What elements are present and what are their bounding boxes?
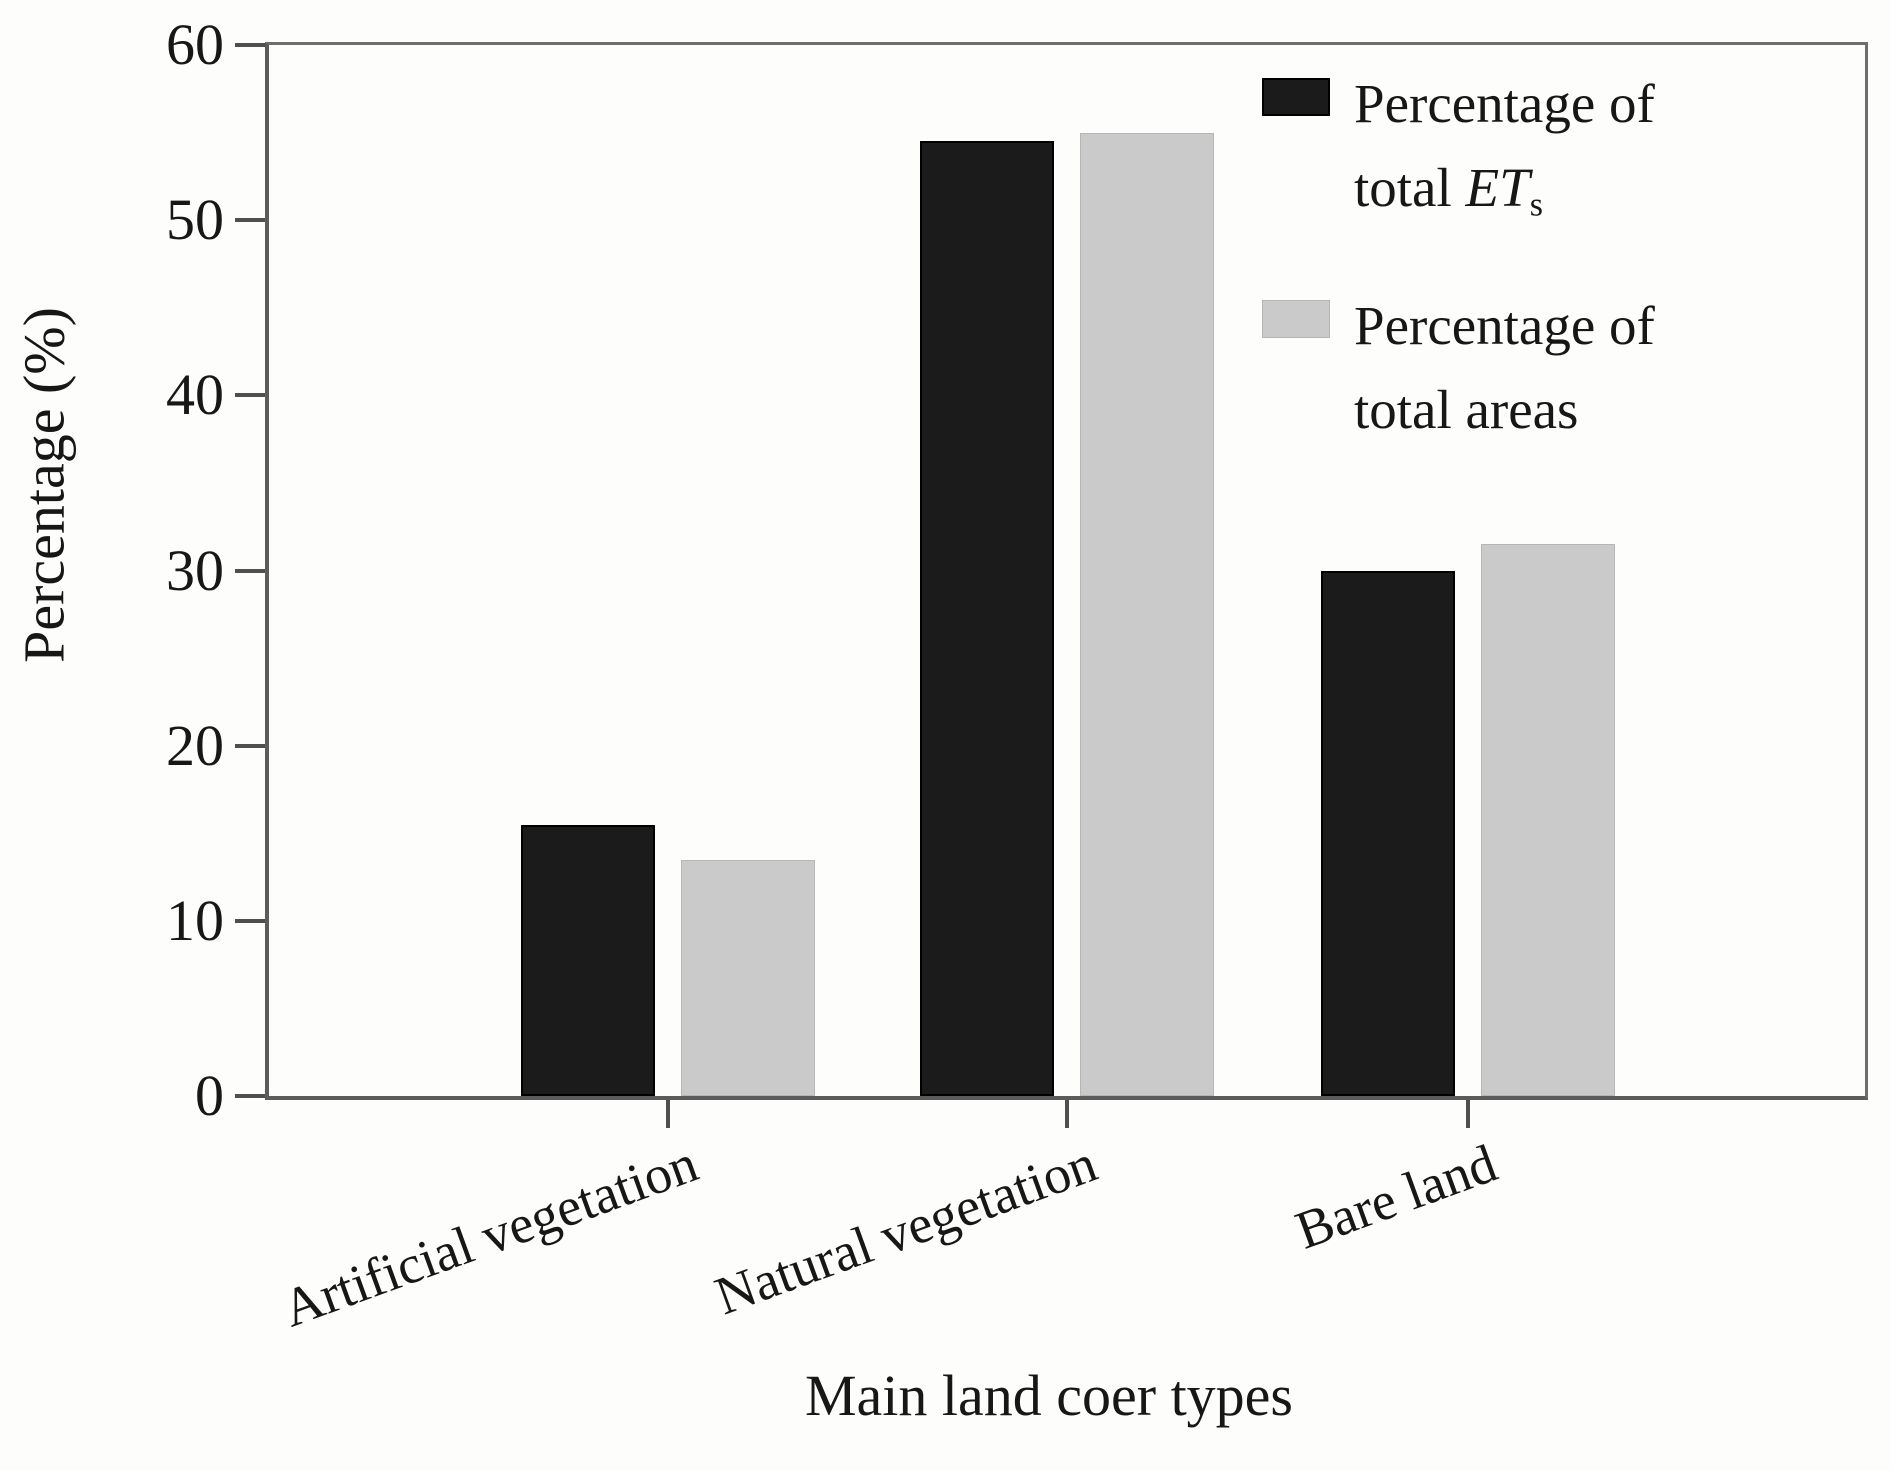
legend-label-areas: Percentage of total areas — [1354, 284, 1655, 470]
bar-areas-1 — [681, 859, 815, 1096]
legend-label-areas-line2: total areas — [1354, 378, 1579, 440]
bar-areas-2 — [1080, 132, 1214, 1096]
x-axis-title: Main land coer types — [804, 1363, 1293, 1428]
x-tick-mark-3 — [1465, 1100, 1470, 1128]
legend-label-areas-line1: Percentage of — [1354, 294, 1655, 356]
bar-ets-3 — [1320, 570, 1455, 1096]
legend-label-ets-line2: total ETs — [1354, 157, 1543, 224]
y-tick-mark-0 — [235, 1094, 265, 1098]
y-tick-label-10: 10 — [166, 887, 224, 953]
x-tick-mark-1 — [666, 1100, 670, 1128]
x-category-label-3: Bare land — [1288, 1132, 1505, 1261]
legend-swatch-areas — [1262, 299, 1330, 338]
bar-areas-3 — [1480, 544, 1615, 1096]
y-tick-mark-30 — [235, 568, 265, 573]
x-category-label-2: Natural vegetation — [707, 1132, 1104, 1327]
y-tick-mark-50 — [235, 218, 265, 223]
bar-ets-2 — [920, 141, 1054, 1096]
y-tick-label-60: 60 — [166, 12, 224, 77]
y-tick-mark-20 — [235, 743, 265, 748]
y-tick-mark-10 — [235, 918, 265, 923]
y-tick-label-20: 20 — [166, 712, 224, 778]
y-tick-mark-40 — [235, 393, 265, 398]
legend-label-ets-line1: Percentage of — [1354, 73, 1655, 134]
legend-swatch-ets — [1262, 78, 1330, 116]
legend-row-areas: Percentage of total areas — [1262, 284, 1872, 470]
y-tick-label-40: 40 — [166, 362, 224, 428]
et-subscript: s — [1529, 186, 1543, 224]
x-category-label-1: Artificial vegetation — [274, 1132, 705, 1339]
x-tick-mark-2 — [1065, 1100, 1069, 1128]
y-tick-label-50: 50 — [166, 187, 224, 253]
y-tick-label-30: 30 — [166, 537, 224, 603]
bars-layer — [269, 45, 1865, 1096]
legend-row-ets: Percentage of total ETs — [1262, 62, 1872, 248]
y-tick-mark-60 — [235, 43, 265, 47]
y-tick-label-0: 0 — [195, 1063, 224, 1128]
plot-area — [265, 42, 1868, 1100]
et-variable: ET — [1465, 157, 1530, 218]
bar-ets-1 — [521, 824, 655, 1096]
legend-label-ets: Percentage of total ETs — [1354, 62, 1655, 248]
legend: Percentage of total ETs Percentage of to… — [1262, 62, 1872, 505]
